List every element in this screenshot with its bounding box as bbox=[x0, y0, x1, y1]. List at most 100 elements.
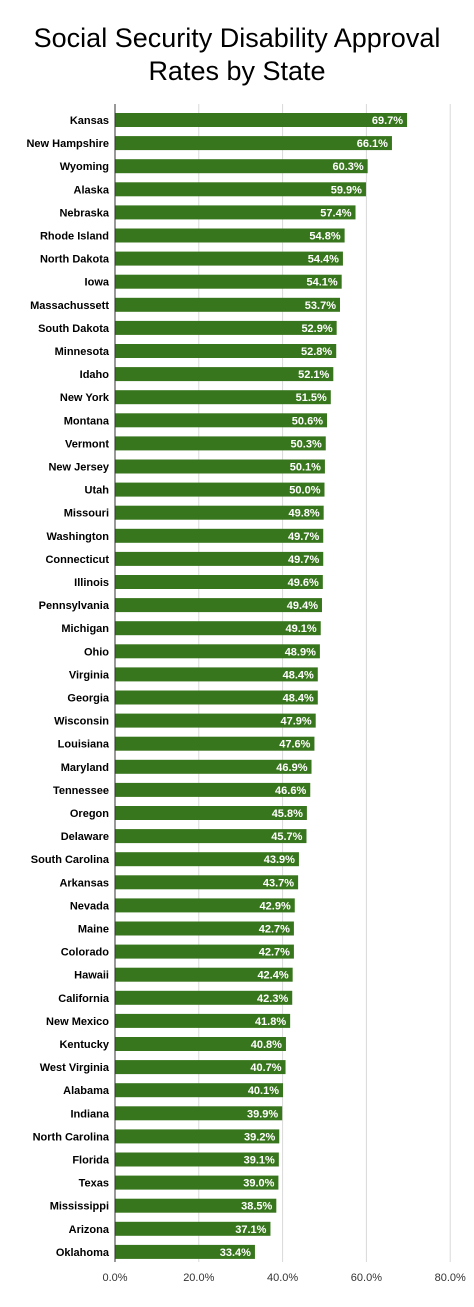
bar bbox=[115, 551, 324, 566]
bar bbox=[115, 713, 316, 728]
chart-title-line-2: Rates by State bbox=[148, 56, 326, 86]
data-label: 40.7% bbox=[250, 1062, 281, 1074]
category-label: Minnesota bbox=[55, 346, 110, 358]
bar bbox=[115, 528, 324, 543]
data-label: 38.5% bbox=[241, 1201, 272, 1213]
bar bbox=[115, 482, 325, 497]
category-label: Iowa bbox=[85, 277, 110, 289]
data-label: 42.7% bbox=[259, 947, 290, 959]
bar bbox=[115, 205, 356, 220]
category-label: Missouri bbox=[64, 508, 109, 520]
bar bbox=[115, 113, 408, 127]
bar bbox=[115, 390, 331, 405]
bar bbox=[115, 182, 366, 197]
category-label: Idaho bbox=[80, 369, 110, 381]
data-label: 47.9% bbox=[280, 716, 311, 728]
data-label: 40.8% bbox=[251, 1039, 282, 1051]
bar bbox=[115, 297, 341, 312]
category-label: Ohio bbox=[84, 646, 109, 658]
data-label: 52.9% bbox=[301, 323, 332, 335]
bar bbox=[115, 806, 307, 820]
x-tick-label: 0.0% bbox=[102, 1272, 127, 1284]
data-label: 50.6% bbox=[292, 415, 323, 427]
data-label: 50.0% bbox=[289, 485, 320, 497]
bar bbox=[115, 1244, 255, 1259]
category-label: Oregon bbox=[70, 808, 109, 820]
bar bbox=[115, 1013, 291, 1028]
data-label: 52.8% bbox=[301, 346, 332, 358]
bar bbox=[115, 598, 322, 613]
bar bbox=[115, 413, 328, 428]
bar bbox=[115, 251, 343, 266]
x-tick-label: 20.0% bbox=[183, 1272, 214, 1284]
bar bbox=[115, 1152, 279, 1167]
bar bbox=[115, 1060, 286, 1075]
data-label: 41.8% bbox=[255, 1016, 286, 1028]
category-label: Florida bbox=[72, 1155, 110, 1167]
bar bbox=[115, 944, 294, 959]
data-label: 49.6% bbox=[288, 577, 319, 589]
data-label: 59.9% bbox=[331, 184, 362, 196]
bar bbox=[115, 875, 299, 890]
bar bbox=[115, 829, 307, 844]
data-label: 39.2% bbox=[244, 1131, 275, 1143]
category-label: California bbox=[58, 993, 110, 1005]
x-tick-label: 40.0% bbox=[267, 1272, 298, 1284]
bar bbox=[115, 1221, 271, 1236]
bar bbox=[115, 736, 315, 751]
data-label: 48.4% bbox=[283, 669, 314, 681]
data-label: 42.4% bbox=[257, 970, 288, 982]
data-label: 66.1% bbox=[357, 138, 388, 150]
category-label: Michigan bbox=[61, 623, 109, 635]
category-label: Wisconsin bbox=[54, 716, 109, 728]
data-label: 50.3% bbox=[291, 438, 322, 450]
bar bbox=[115, 921, 294, 936]
category-label: Delaware bbox=[61, 831, 109, 843]
bar bbox=[115, 367, 334, 382]
data-label: 46.9% bbox=[276, 762, 307, 774]
category-label: New Mexico bbox=[46, 1016, 109, 1028]
category-label: Vermont bbox=[65, 438, 109, 450]
category-label: Virginia bbox=[69, 669, 110, 681]
data-label: 57.4% bbox=[320, 207, 351, 219]
bar bbox=[115, 320, 337, 335]
bar bbox=[115, 644, 320, 659]
bar bbox=[115, 228, 345, 243]
category-label: Colorado bbox=[61, 947, 110, 959]
data-label: 43.7% bbox=[263, 877, 294, 889]
bar bbox=[115, 1175, 279, 1190]
bar bbox=[115, 159, 368, 174]
bar bbox=[115, 667, 318, 682]
category-label: Montana bbox=[64, 415, 110, 427]
category-label: North Carolina bbox=[33, 1131, 110, 1143]
category-label: Texas bbox=[79, 1178, 109, 1190]
bar bbox=[115, 274, 342, 289]
data-label: 48.4% bbox=[283, 693, 314, 705]
bar bbox=[115, 759, 312, 774]
data-label: 50.1% bbox=[290, 462, 321, 474]
category-label: Tennessee bbox=[53, 785, 109, 797]
category-label: Louisiana bbox=[58, 739, 110, 751]
category-label: Nebraska bbox=[59, 207, 109, 219]
data-label: 42.7% bbox=[259, 924, 290, 936]
category-label: Indiana bbox=[70, 1108, 109, 1120]
category-label: Hawaii bbox=[74, 970, 109, 982]
bar bbox=[115, 1083, 284, 1098]
data-label: 46.6% bbox=[275, 785, 306, 797]
bar bbox=[115, 690, 318, 705]
data-label: 39.0% bbox=[243, 1178, 274, 1190]
data-label: 52.1% bbox=[298, 369, 329, 381]
x-tick-label: 80.0% bbox=[435, 1272, 466, 1284]
category-label: Arizona bbox=[69, 1224, 110, 1236]
bar bbox=[115, 898, 295, 913]
category-label: New York bbox=[60, 392, 110, 404]
data-label: 49.7% bbox=[288, 531, 319, 543]
data-label: 33.4% bbox=[220, 1247, 251, 1259]
bar bbox=[115, 344, 337, 358]
data-label: 40.1% bbox=[248, 1085, 279, 1097]
data-label: 43.9% bbox=[264, 854, 295, 866]
data-label: 54.1% bbox=[306, 277, 337, 289]
bar bbox=[115, 136, 392, 151]
category-label: Massachussett bbox=[30, 300, 109, 312]
